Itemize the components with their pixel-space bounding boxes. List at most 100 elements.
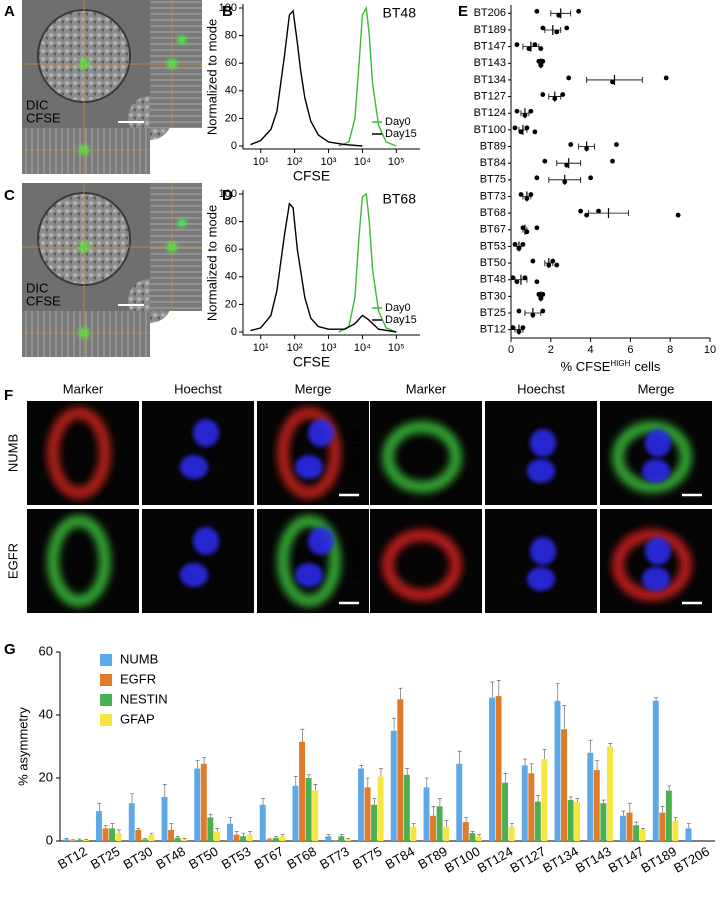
- error-bar: [660, 806, 665, 813]
- data-point: [540, 58, 546, 64]
- bar: [168, 829, 175, 841]
- marker-signal: [382, 421, 462, 493]
- nucleus: [193, 419, 219, 447]
- data-point: [588, 175, 593, 181]
- error-bar: [195, 760, 200, 769]
- data-point: [518, 192, 524, 197]
- data-point: [524, 196, 530, 201]
- data-point: [518, 129, 524, 135]
- bar: [390, 730, 397, 841]
- error-bar: [339, 834, 344, 837]
- data-point: [520, 225, 526, 231]
- bar: [639, 829, 646, 841]
- bar: [227, 823, 233, 841]
- bar: [633, 825, 640, 841]
- x-tick-label: BT67: [252, 844, 286, 873]
- error-bar: [300, 728, 305, 742]
- y-tick-label: 20: [225, 112, 237, 124]
- data-point: [584, 212, 590, 218]
- bar: [174, 837, 181, 841]
- data-point: [552, 96, 558, 101]
- bar: [82, 840, 89, 841]
- column-header: Marker: [63, 381, 104, 396]
- bar: [102, 828, 109, 841]
- marker-signal: [612, 529, 692, 601]
- y-tick-label: 0: [231, 140, 237, 152]
- y-tick-label: BT127: [474, 90, 506, 102]
- error-bar: [437, 798, 442, 807]
- bar: [207, 817, 214, 841]
- bar: [299, 741, 306, 841]
- error-bar: [509, 823, 514, 827]
- nucleus: [645, 537, 671, 565]
- data-point: [528, 192, 534, 197]
- data-point: [514, 279, 520, 285]
- error-bar: [162, 784, 167, 797]
- error-bar: [280, 834, 285, 837]
- channel-label: CFSE: [26, 110, 61, 125]
- data-point: [550, 258, 556, 264]
- error-bar: [77, 838, 82, 841]
- data-point: [516, 308, 522, 314]
- legend-label: NUMB: [120, 651, 158, 666]
- curve: [338, 5, 397, 147]
- data-point: [536, 291, 542, 297]
- data-point: [534, 175, 540, 181]
- bar: [593, 770, 600, 841]
- x-tick-label: BT147: [606, 844, 647, 876]
- bar: [246, 834, 253, 841]
- data-point: [562, 179, 568, 185]
- y-axis-label: % asymmetry: [15, 707, 30, 786]
- error-bar: [529, 763, 534, 774]
- x-tick-label: BT127: [507, 844, 548, 876]
- bar: [436, 806, 443, 841]
- x-tick-label: 10²: [287, 342, 303, 354]
- y-tick-label: BT100: [474, 124, 506, 136]
- bar: [397, 699, 404, 841]
- panel-label: BT68: [383, 191, 417, 207]
- error-bar: [103, 824, 108, 829]
- bar: [423, 787, 430, 841]
- cfse-spot: [178, 219, 186, 227]
- x-tick-label: BT73: [317, 844, 351, 873]
- data-point: [522, 112, 528, 118]
- data-point: [610, 79, 615, 85]
- bar: [659, 812, 666, 841]
- marker-signal: [277, 407, 341, 499]
- marker-signal: [47, 407, 111, 499]
- error-bar: [293, 776, 298, 786]
- marker-signal: [277, 515, 341, 607]
- bar: [462, 822, 469, 841]
- data-point: [554, 29, 560, 35]
- x-axis-label-part: % CFSE: [561, 359, 611, 374]
- bar: [456, 763, 463, 841]
- bar: [371, 804, 378, 841]
- column-header: Hoechst: [174, 381, 222, 396]
- legend-label: Day0: [385, 116, 411, 128]
- data-point: [564, 162, 570, 168]
- x-tick-label: BT48: [153, 844, 187, 873]
- bar: [272, 837, 279, 841]
- channel-label: DIC: [26, 97, 48, 112]
- bar: [63, 839, 70, 841]
- error-bar: [424, 777, 429, 788]
- data-point: [534, 8, 540, 14]
- bar: [403, 774, 410, 841]
- error-bar: [536, 795, 541, 802]
- curve: [250, 9, 363, 147]
- data-point: [663, 75, 669, 81]
- error-bar: [490, 681, 495, 698]
- y-tick-label: 100: [219, 188, 237, 200]
- error-bar: [97, 802, 102, 812]
- x-tick-label: 10¹: [253, 156, 269, 168]
- y-tick-label: BT30: [480, 290, 506, 302]
- bar: [148, 834, 155, 841]
- data-point: [524, 125, 530, 131]
- y-tick-label: BT89: [480, 140, 506, 152]
- y-tick-label: 40: [39, 706, 53, 721]
- panel-letter: E: [458, 3, 468, 20]
- bar: [534, 801, 541, 841]
- x-tick-label: BT143: [573, 844, 614, 876]
- cfse-spot: [178, 36, 186, 44]
- curve: [338, 192, 397, 333]
